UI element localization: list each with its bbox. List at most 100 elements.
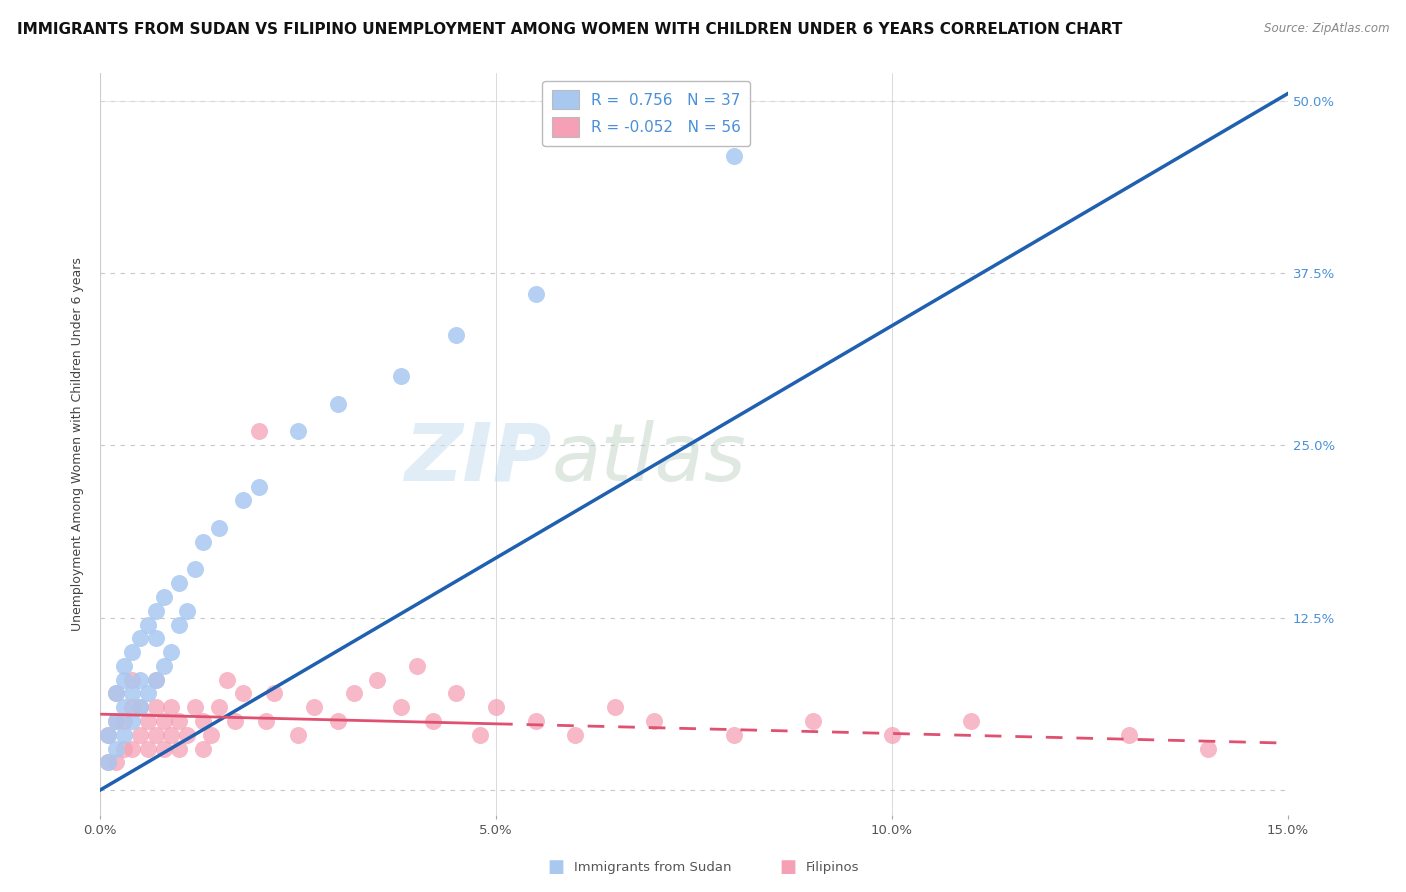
Point xyxy=(97,728,120,742)
Point xyxy=(191,741,214,756)
Point xyxy=(136,617,159,632)
Point xyxy=(366,673,388,687)
Point xyxy=(121,673,143,687)
Point xyxy=(256,714,278,728)
Point xyxy=(247,480,270,494)
Point xyxy=(191,534,214,549)
Point xyxy=(105,686,128,700)
Point xyxy=(145,728,167,742)
Point xyxy=(136,686,159,700)
Text: IMMIGRANTS FROM SUDAN VS FILIPINO UNEMPLOYMENT AMONG WOMEN WITH CHILDREN UNDER 6: IMMIGRANTS FROM SUDAN VS FILIPINO UNEMPL… xyxy=(17,22,1122,37)
Point xyxy=(723,149,745,163)
Point xyxy=(603,700,626,714)
Point xyxy=(112,659,135,673)
Point xyxy=(128,673,150,687)
Point xyxy=(105,741,128,756)
Point xyxy=(112,728,135,742)
Point xyxy=(326,714,349,728)
Point xyxy=(112,714,135,728)
Point xyxy=(184,562,207,576)
Point xyxy=(446,686,468,700)
Point xyxy=(145,700,167,714)
Point xyxy=(208,521,231,535)
Point xyxy=(342,686,364,700)
Point xyxy=(169,741,191,756)
Point xyxy=(97,756,120,770)
Point xyxy=(470,728,492,742)
Point xyxy=(232,686,254,700)
Text: Immigrants from Sudan: Immigrants from Sudan xyxy=(574,861,731,873)
Point xyxy=(405,659,427,673)
Point xyxy=(152,741,174,756)
Point xyxy=(224,714,246,728)
Point xyxy=(880,728,903,742)
Point xyxy=(1198,741,1220,756)
Text: atlas: atlas xyxy=(551,420,747,498)
Point xyxy=(389,369,412,384)
Point xyxy=(105,686,128,700)
Point xyxy=(389,700,412,714)
Point xyxy=(326,397,349,411)
Text: ZIP: ZIP xyxy=(404,420,551,498)
Legend: R =  0.756   N = 37, R = -0.052   N = 56: R = 0.756 N = 37, R = -0.052 N = 56 xyxy=(543,80,751,146)
Point xyxy=(97,728,120,742)
Point xyxy=(121,700,143,714)
Point xyxy=(263,686,285,700)
Point xyxy=(287,425,309,439)
Point xyxy=(191,714,214,728)
Text: Filipinos: Filipinos xyxy=(806,861,859,873)
Point xyxy=(160,700,183,714)
Point xyxy=(136,714,159,728)
Point xyxy=(215,673,238,687)
Point xyxy=(121,686,143,700)
Point xyxy=(524,714,547,728)
Point xyxy=(145,673,167,687)
Point xyxy=(723,728,745,742)
Point xyxy=(128,632,150,646)
Y-axis label: Unemployment Among Women with Children Under 6 years: Unemployment Among Women with Children U… xyxy=(72,257,84,631)
Point xyxy=(232,493,254,508)
Point xyxy=(446,328,468,343)
Point xyxy=(160,645,183,659)
Point xyxy=(801,714,824,728)
Point xyxy=(112,741,135,756)
Point xyxy=(287,728,309,742)
Point xyxy=(176,728,198,742)
Point xyxy=(169,617,191,632)
Point xyxy=(152,714,174,728)
Point xyxy=(200,728,222,742)
Point xyxy=(152,659,174,673)
Point xyxy=(97,756,120,770)
Point xyxy=(169,576,191,591)
Point xyxy=(112,700,135,714)
Point xyxy=(422,714,444,728)
Point xyxy=(160,728,183,742)
Point xyxy=(247,425,270,439)
Point xyxy=(184,700,207,714)
Point xyxy=(105,714,128,728)
Text: ■: ■ xyxy=(779,858,796,876)
Point xyxy=(208,700,231,714)
Point xyxy=(145,632,167,646)
Point xyxy=(128,728,150,742)
Point xyxy=(524,286,547,301)
Text: ■: ■ xyxy=(547,858,564,876)
Point xyxy=(302,700,325,714)
Point xyxy=(145,604,167,618)
Point xyxy=(960,714,983,728)
Text: Source: ZipAtlas.com: Source: ZipAtlas.com xyxy=(1264,22,1389,36)
Point xyxy=(1118,728,1140,742)
Point xyxy=(121,741,143,756)
Point xyxy=(564,728,586,742)
Point xyxy=(176,604,198,618)
Point xyxy=(145,673,167,687)
Point xyxy=(128,700,150,714)
Point xyxy=(121,645,143,659)
Point xyxy=(643,714,665,728)
Point xyxy=(128,700,150,714)
Point xyxy=(121,714,143,728)
Point xyxy=(136,741,159,756)
Point xyxy=(105,756,128,770)
Point xyxy=(112,673,135,687)
Point xyxy=(485,700,508,714)
